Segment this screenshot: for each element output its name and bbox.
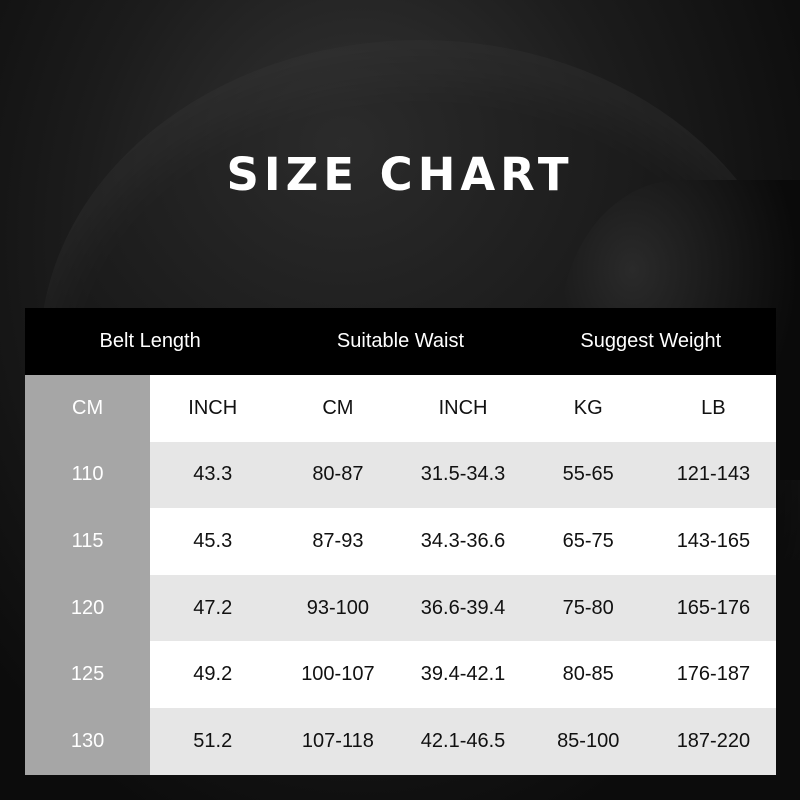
table-cell: 85-100 bbox=[525, 707, 651, 775]
table-cell: 31.5-34.3 bbox=[400, 441, 526, 509]
unit-cell: LB bbox=[650, 375, 776, 442]
size-chart-table: Belt Length Suitable Waist Suggest Weigh… bbox=[25, 308, 776, 775]
header-suggest-weight: Suggest Weight bbox=[525, 308, 776, 375]
table-cell: 100-107 bbox=[275, 641, 401, 708]
table-cell: 176-187 bbox=[650, 641, 776, 708]
table-cell: 125 bbox=[25, 641, 151, 708]
header-belt-length: Belt Length bbox=[25, 308, 276, 375]
table-header-row: Belt Length Suitable Waist Suggest Weigh… bbox=[25, 308, 776, 375]
table-row: 120 47.2 93-100 36.6-39.4 75-80 165-176 bbox=[25, 574, 776, 642]
table-row: 125 49.2 100-107 39.4-42.1 80-85 176-187 bbox=[25, 641, 776, 708]
table-cell: 43.3 bbox=[150, 441, 276, 509]
table-cell: 75-80 bbox=[525, 574, 651, 642]
table-cell: 120 bbox=[25, 574, 151, 642]
units-row: CM INCH CM INCH KG LB bbox=[25, 375, 776, 442]
table-cell: 130 bbox=[25, 707, 151, 775]
unit-cell: INCH bbox=[400, 375, 526, 442]
table-cell: 42.1-46.5 bbox=[400, 707, 526, 775]
table-row: 110 43.3 80-87 31.5-34.3 55-65 121-143 bbox=[25, 441, 776, 509]
table-cell: 39.4-42.1 bbox=[400, 641, 526, 708]
unit-cell: CM bbox=[25, 375, 151, 442]
table-cell: 47.2 bbox=[150, 574, 276, 642]
table-cell: 80-85 bbox=[525, 641, 651, 708]
table-cell: 115 bbox=[25, 508, 151, 575]
unit-cell: KG bbox=[525, 375, 651, 442]
table-cell: 110 bbox=[25, 441, 151, 509]
table-row: 130 51.2 107-118 42.1-46.5 85-100 187-220 bbox=[25, 707, 776, 775]
table-cell: 49.2 bbox=[150, 641, 276, 708]
table-cell: 165-176 bbox=[650, 574, 776, 642]
unit-cell: CM bbox=[275, 375, 401, 442]
page-title: SIZE CHART bbox=[226, 148, 574, 201]
unit-cell: INCH bbox=[150, 375, 276, 442]
table-cell: 34.3-36.6 bbox=[400, 508, 526, 575]
table-cell: 36.6-39.4 bbox=[400, 574, 526, 642]
table-cell: 93-100 bbox=[275, 574, 401, 642]
table-cell: 187-220 bbox=[650, 707, 776, 775]
table-cell: 65-75 bbox=[525, 508, 651, 575]
table-cell: 143-165 bbox=[650, 508, 776, 575]
table-cell: 45.3 bbox=[150, 508, 276, 575]
table-cell: 80-87 bbox=[275, 441, 401, 509]
table-row: 115 45.3 87-93 34.3-36.6 65-75 143-165 bbox=[25, 508, 776, 575]
table-cell: 55-65 bbox=[525, 441, 651, 509]
table-cell: 87-93 bbox=[275, 508, 401, 575]
table-cell: 121-143 bbox=[650, 441, 776, 509]
table-cell: 107-118 bbox=[275, 707, 401, 775]
table-cell: 51.2 bbox=[150, 707, 276, 775]
header-suitable-waist: Suitable Waist bbox=[275, 308, 526, 375]
